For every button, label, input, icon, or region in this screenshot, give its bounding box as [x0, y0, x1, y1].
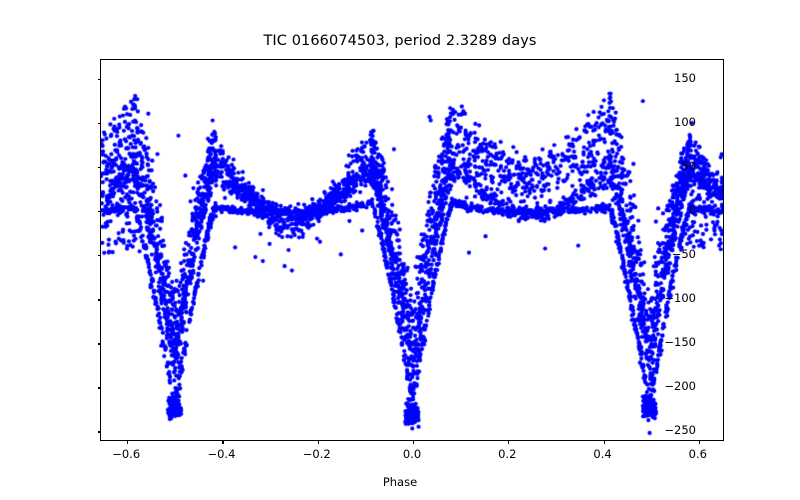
- y-tick-label: 0: [688, 203, 696, 218]
- y-tick-label: −200: [664, 379, 696, 394]
- page-title: TIC 0166074503, period 2.3289 days: [263, 33, 537, 49]
- y-tick-mark: [97, 431, 101, 433]
- y-tick-label: 50: [681, 159, 696, 174]
- x-tick-label: −0.4: [207, 447, 236, 461]
- x-tick-mark: [317, 440, 319, 444]
- scatter-data-layer: [101, 60, 723, 440]
- x-tick-label: 0.4: [593, 447, 612, 461]
- x-tick-mark: [508, 440, 510, 444]
- y-tick-mark: [97, 167, 101, 169]
- y-tick-label: 100: [674, 115, 696, 130]
- x-tick-label: −0.6: [112, 447, 141, 461]
- plot-axes: [97, 59, 724, 444]
- y-tick-label: −50: [671, 247, 696, 262]
- y-tick-mark: [97, 387, 101, 389]
- x-tick-mark: [413, 440, 415, 444]
- x-tick-mark: [222, 440, 224, 444]
- y-tick-label: 150: [674, 71, 696, 86]
- x-tick-label: −0.2: [302, 447, 331, 461]
- x-tick-mark: [698, 440, 700, 444]
- x-axis-label: Phase: [382, 475, 418, 489]
- y-tick-mark: [97, 79, 101, 81]
- x-tick-label: 0.2: [498, 447, 517, 461]
- y-tick-mark: [97, 123, 101, 125]
- y-tick-mark: [97, 343, 101, 345]
- y-tick-label: −250: [664, 423, 696, 438]
- x-tick-mark: [127, 440, 129, 444]
- y-tick-mark: [97, 299, 101, 301]
- x-tick-mark: [603, 440, 605, 444]
- x-tick-label: 0.6: [688, 447, 707, 461]
- y-tick-label: −100: [664, 291, 696, 306]
- y-tick-mark: [97, 211, 101, 213]
- y-tick-mark: [97, 255, 101, 257]
- x-tick-label: 0.0: [402, 447, 422, 461]
- y-tick-label: −150: [664, 335, 696, 350]
